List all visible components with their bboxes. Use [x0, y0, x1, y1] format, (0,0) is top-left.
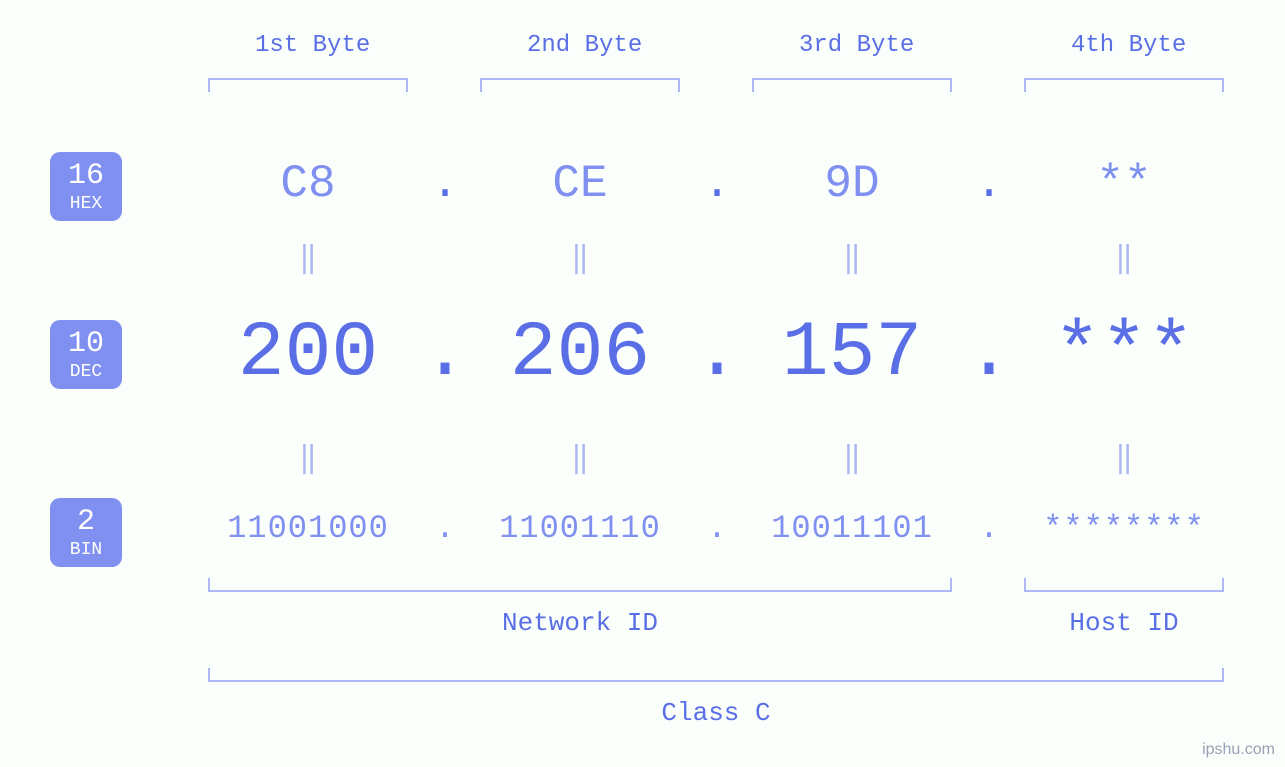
label-host: Host ID	[1024, 608, 1224, 638]
eq-1-2: ‖	[480, 240, 680, 275]
bin-b4: ********	[1004, 510, 1244, 547]
label-class: Class C	[208, 698, 1224, 728]
dec-b1: 200	[188, 310, 428, 398]
bracket-host	[1024, 578, 1224, 592]
hex-dot-1: .	[415, 158, 475, 210]
bin-b2: 11001110	[460, 510, 700, 547]
hex-dot-3: .	[959, 158, 1019, 210]
bracket-top-2	[480, 78, 680, 92]
badge-bin: 2 BIN	[50, 498, 122, 567]
bin-b1: 11001000	[188, 510, 428, 547]
badge-dec-lbl: DEC	[50, 363, 122, 383]
eq-1-4: ‖	[1024, 240, 1224, 275]
bracket-class	[208, 668, 1224, 682]
badge-bin-lbl: BIN	[50, 541, 122, 561]
bracket-top-1	[208, 78, 408, 92]
dec-b2: 206	[460, 310, 700, 398]
eq-2-3: ‖	[752, 440, 952, 475]
hex-dot-2: .	[687, 158, 747, 210]
badge-hex-lbl: HEX	[50, 195, 122, 215]
byte-header-1: 1st Byte	[255, 32, 370, 59]
badge-hex-num: 16	[50, 160, 122, 193]
label-network: Network ID	[208, 608, 952, 638]
watermark: ipshu.com	[1202, 741, 1275, 759]
badge-dec-num: 10	[50, 328, 122, 361]
eq-2-2: ‖	[480, 440, 680, 475]
bracket-top-4	[1024, 78, 1224, 92]
badge-hex: 16 HEX	[50, 152, 122, 221]
badge-bin-num: 2	[50, 506, 122, 539]
dec-b4: ***	[1004, 310, 1244, 398]
hex-b2: CE	[480, 158, 680, 210]
badge-dec: 10 DEC	[50, 320, 122, 389]
bracket-network	[208, 578, 952, 592]
eq-2-4: ‖	[1024, 440, 1224, 475]
hex-b3: 9D	[752, 158, 952, 210]
eq-1-1: ‖	[208, 240, 408, 275]
bracket-top-3	[752, 78, 952, 92]
hex-b1: C8	[208, 158, 408, 210]
byte-header-3: 3rd Byte	[799, 32, 914, 59]
eq-2-1: ‖	[208, 440, 408, 475]
dec-b3: 157	[732, 310, 972, 398]
hex-b4: **	[1024, 158, 1224, 210]
bin-b3: 10011101	[732, 510, 972, 547]
byte-header-4: 4th Byte	[1071, 32, 1186, 59]
eq-1-3: ‖	[752, 240, 952, 275]
byte-header-2: 2nd Byte	[527, 32, 642, 59]
